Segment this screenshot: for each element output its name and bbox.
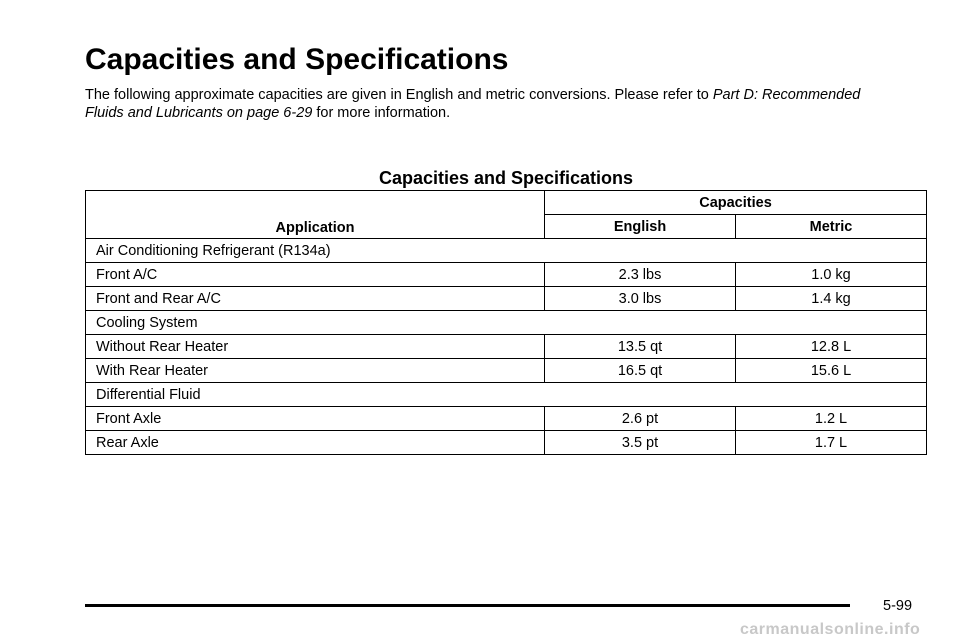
table-row: Front Axle 2.6 pt 1.2 L [85, 406, 927, 431]
header-english: English [544, 214, 736, 239]
row-label: With Rear Heater [85, 358, 545, 383]
header-application: Application [85, 190, 545, 239]
capacities-table: Application Capacities English Metric Ai… [85, 190, 927, 455]
intro-suffix: for more information. [312, 105, 451, 121]
row-metric-value: 12.8 L [735, 334, 927, 359]
row-english-value: 13.5 qt [544, 334, 736, 359]
table-row: With Rear Heater 16.5 qt 15.6 L [85, 358, 927, 383]
row-english-value: 2.3 lbs [544, 262, 736, 287]
row-english-value: 16.5 qt [544, 358, 736, 383]
header-row-top: Application Capacities [85, 190, 927, 239]
footer-divider [85, 604, 850, 607]
table-row: Without Rear Heater 13.5 qt 12.8 L [85, 334, 927, 359]
row-label: Without Rear Heater [85, 334, 545, 359]
page-title: Capacities and Specifications [85, 43, 509, 76]
table-row: Front A/C 2.3 lbs 1.0 kg [85, 262, 927, 287]
row-english-value: 3.0 lbs [544, 286, 736, 311]
row-label: Front Axle [85, 406, 545, 431]
row-label: Front A/C [85, 262, 545, 287]
watermark: carmanualsonline.info [740, 621, 921, 638]
row-metric-value: 15.6 L [735, 358, 927, 383]
intro-paragraph: The following approximate capacities are… [85, 86, 885, 122]
row-metric-value: 1.0 kg [735, 262, 927, 287]
row-metric-value: 1.7 L [735, 430, 927, 455]
category-label: Differential Fluid [85, 382, 927, 407]
category-row: Differential Fluid [85, 382, 927, 407]
row-label: Front and Rear A/C [85, 286, 545, 311]
category-row: Cooling System [85, 310, 927, 335]
category-label: Cooling System [85, 310, 927, 335]
intro-text: The following approximate capacities are… [85, 87, 713, 103]
row-english-value: 2.6 pt [544, 406, 736, 431]
category-row: Air Conditioning Refrigerant (R134a) [85, 238, 927, 263]
row-metric-value: 1.2 L [735, 406, 927, 431]
row-english-value: 3.5 pt [544, 430, 736, 455]
table-row: Rear Axle 3.5 pt 1.7 L [85, 430, 927, 455]
row-label: Rear Axle [85, 430, 545, 455]
category-label: Air Conditioning Refrigerant (R134a) [85, 238, 927, 263]
row-metric-value: 1.4 kg [735, 286, 927, 311]
header-metric: Metric [735, 214, 927, 239]
page-number: 5-99 [883, 598, 913, 614]
table-header: Application Capacities English Metric [85, 190, 927, 239]
intro-reference: Part D: Recommended Fluids and Lubricant… [85, 87, 861, 121]
header-capacities: Capacities [544, 190, 927, 215]
table-body: Air Conditioning Refrigerant (R134a) Fro… [85, 238, 927, 455]
table-title: Capacities and Specifications [378, 168, 634, 188]
table-row: Front and Rear A/C 3.0 lbs 1.4 kg [85, 286, 927, 311]
